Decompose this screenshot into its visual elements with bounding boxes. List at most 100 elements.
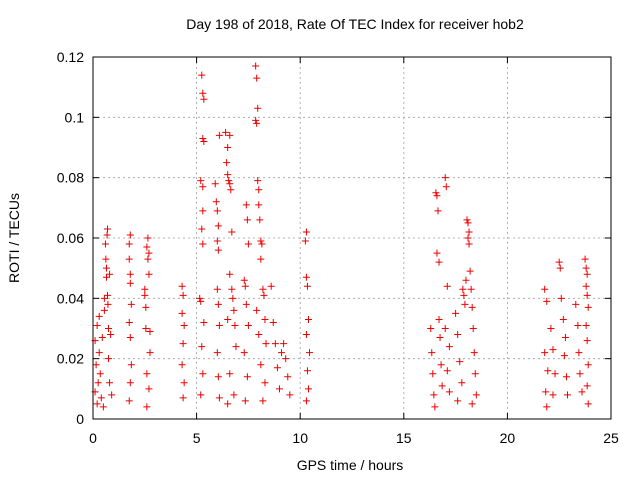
data-point [549, 346, 557, 354]
data-point [200, 318, 208, 326]
x-tick-labels: 0 5 10 15 20 25 [89, 430, 619, 446]
data-point [435, 258, 443, 266]
y-tick-label: 0.02 [57, 351, 84, 367]
y-tick-label: 0.06 [57, 230, 84, 246]
data-point [572, 300, 580, 308]
data-point [127, 300, 135, 308]
data-point [460, 291, 468, 299]
data-point [465, 240, 473, 248]
data-point [445, 343, 453, 351]
data-point [229, 294, 237, 302]
data-point [563, 391, 571, 399]
data-point [226, 370, 234, 378]
data-point [584, 400, 592, 408]
data-point [561, 334, 569, 342]
x-tick-label: 15 [396, 430, 412, 446]
x-tick-label: 5 [193, 430, 201, 446]
y-tick-label: 0 [76, 411, 84, 427]
data-point [146, 328, 154, 336]
data-point [102, 264, 110, 272]
data-point [581, 255, 589, 263]
data-point [557, 294, 565, 302]
data-point [145, 385, 153, 393]
data-point [199, 240, 207, 248]
data-point [105, 325, 113, 332]
data-point [223, 159, 231, 167]
data-point [144, 234, 152, 242]
data-point [240, 349, 248, 357]
data-point [443, 282, 451, 290]
data-point [304, 315, 312, 323]
data-point [260, 291, 268, 299]
data-point [198, 343, 206, 351]
data-point [103, 231, 111, 239]
data-point [228, 285, 236, 293]
data-point [102, 273, 110, 281]
data-point [253, 119, 261, 127]
data-point [241, 282, 249, 290]
data-point [267, 282, 275, 290]
data-point [435, 315, 443, 323]
data-point [241, 397, 249, 405]
data-point [454, 331, 462, 339]
data-point [102, 255, 110, 263]
data-point [541, 349, 549, 357]
data-point [562, 373, 570, 381]
data-point [225, 177, 233, 185]
data-point [467, 285, 475, 293]
data-point [243, 216, 251, 224]
data-point [145, 270, 153, 278]
x-tick-label: 10 [292, 430, 308, 446]
data-point [302, 228, 310, 236]
data-point [278, 349, 286, 357]
data-point [142, 325, 150, 332]
data-point [461, 300, 469, 308]
data-point [231, 321, 239, 329]
data-point [452, 309, 460, 317]
data-point [224, 171, 232, 179]
data-point [214, 373, 222, 381]
data-point [243, 373, 251, 381]
y-tick-label: 0.08 [57, 170, 84, 186]
data-point [465, 228, 473, 236]
data-point [178, 282, 186, 290]
data-point [200, 95, 208, 103]
data-point [582, 282, 590, 290]
data-point [256, 216, 264, 224]
data-point [214, 246, 222, 254]
data-point [253, 306, 261, 314]
data-point [144, 255, 152, 263]
data-point [142, 303, 150, 311]
data-point [542, 388, 550, 396]
data-point [464, 219, 472, 227]
data-point [275, 385, 283, 393]
data-point [199, 370, 207, 378]
data-point [179, 340, 187, 348]
data-point [98, 334, 106, 342]
data-point [468, 303, 476, 311]
data-point [254, 104, 262, 112]
data-point [100, 294, 108, 302]
data-point [257, 237, 265, 245]
data-point [215, 321, 223, 329]
data-point [222, 128, 230, 136]
data-point [95, 312, 103, 320]
data-point [179, 291, 187, 299]
data-point [244, 321, 252, 329]
data-point [107, 331, 115, 339]
data-point [253, 74, 261, 82]
data-point [126, 279, 134, 287]
data-point [213, 285, 221, 293]
data-point [469, 325, 477, 332]
data-point [224, 144, 232, 151]
data-point [583, 270, 591, 278]
data-point [547, 325, 555, 332]
data-point [433, 249, 441, 257]
data-point [280, 340, 288, 348]
data-point [226, 270, 234, 278]
data-point [92, 361, 100, 369]
data-point [215, 394, 223, 402]
data-point [199, 89, 207, 97]
data-point [197, 297, 205, 305]
data-point [179, 394, 187, 402]
